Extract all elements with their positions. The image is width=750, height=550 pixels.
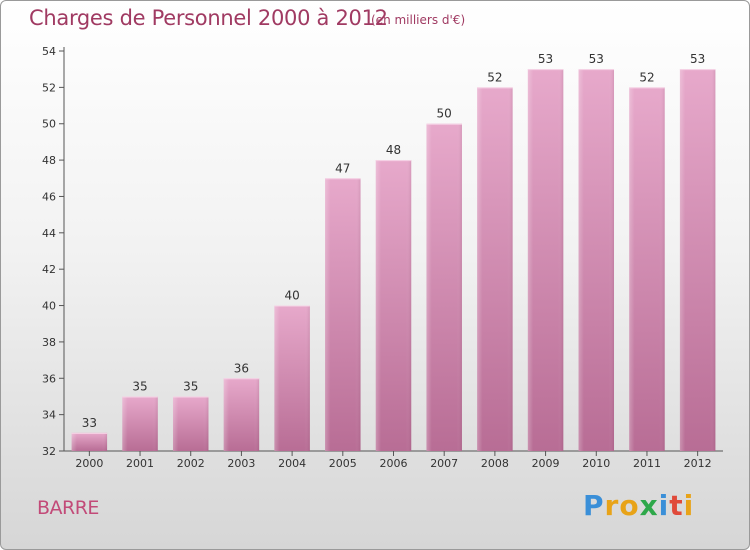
data-label: 53	[538, 52, 553, 66]
data-label: 52	[487, 70, 502, 84]
y-tick-label: 38	[42, 336, 56, 349]
logo-letter: i	[683, 489, 695, 522]
x-tick-label: 2008	[481, 457, 509, 470]
chart-bars	[71, 69, 716, 452]
data-label: 35	[132, 379, 147, 393]
x-tick-label: 2005	[329, 457, 357, 470]
chart-labels: 2000 33 2001 35 2002 35 2003 36 2004 40 2005 47 2006…	[75, 52, 711, 470]
bar-shade	[71, 432, 108, 451]
bar-shade	[375, 160, 412, 451]
bar-shade	[172, 396, 209, 451]
y-tick-label: 54	[42, 45, 56, 58]
logo-letter: r	[604, 489, 620, 522]
bar-shade	[325, 178, 361, 452]
bar-shade	[122, 396, 158, 451]
logo-letter: o	[619, 489, 640, 522]
bar-shade	[223, 378, 260, 451]
data-label: 52	[639, 70, 654, 84]
x-tick-label: 2001	[126, 457, 154, 470]
data-label: 53	[690, 52, 705, 66]
chart-subtitle: (en milliers d'€)	[371, 13, 466, 27]
bar-shade	[477, 87, 513, 451]
data-label: 53	[589, 52, 604, 66]
data-label: 33	[82, 416, 97, 430]
bar-shade	[578, 69, 615, 451]
data-label: 35	[183, 379, 198, 393]
x-tick-label: 2003	[227, 457, 255, 470]
y-tick-label: 32	[42, 445, 56, 458]
proxiti-logo: Proxiti	[583, 489, 694, 522]
x-tick-label: 2004	[278, 457, 306, 470]
data-label: 36	[234, 361, 249, 375]
logo-letter: i	[658, 489, 670, 522]
bar-shade	[629, 87, 665, 451]
y-tick-label: 48	[42, 154, 56, 167]
x-tick-label: 2002	[177, 457, 205, 470]
x-tick-label: 2007	[430, 457, 458, 470]
logo-letter: P	[583, 489, 605, 522]
x-tick-label: 2000	[75, 457, 103, 470]
y-tick-label: 50	[42, 118, 56, 131]
x-tick-label: 2012	[684, 457, 712, 470]
y-tick-label: 42	[42, 263, 56, 276]
y-tick-label: 40	[42, 300, 56, 313]
chart-title: Charges de Personnel 2000 à 2012	[29, 6, 388, 30]
commune-label: BARRE	[37, 497, 99, 519]
x-tick-label: 2009	[532, 457, 560, 470]
data-label: 40	[284, 289, 299, 303]
y-tick-label: 52	[42, 81, 56, 94]
data-label: 48	[386, 143, 401, 157]
chart-axes: 32 34 36 38 40 42 44 46 48 50 52 54	[42, 45, 723, 458]
bar-shade	[426, 123, 462, 452]
data-label: 47	[335, 161, 350, 175]
y-tick-label: 36	[42, 372, 56, 385]
bar-shade	[679, 69, 716, 451]
x-tick-label: 2010	[582, 457, 610, 470]
y-tick-label: 34	[42, 409, 56, 422]
logo-letter: t	[669, 489, 684, 522]
x-tick-label: 2011	[633, 457, 661, 470]
bar-shade	[527, 69, 564, 451]
bar-shade	[274, 305, 310, 451]
y-tick-label: 44	[42, 227, 56, 240]
x-tick-label: 2006	[380, 457, 408, 470]
logo-letter: x	[639, 489, 659, 522]
data-label: 50	[437, 107, 452, 121]
y-tick-label: 46	[42, 190, 56, 203]
